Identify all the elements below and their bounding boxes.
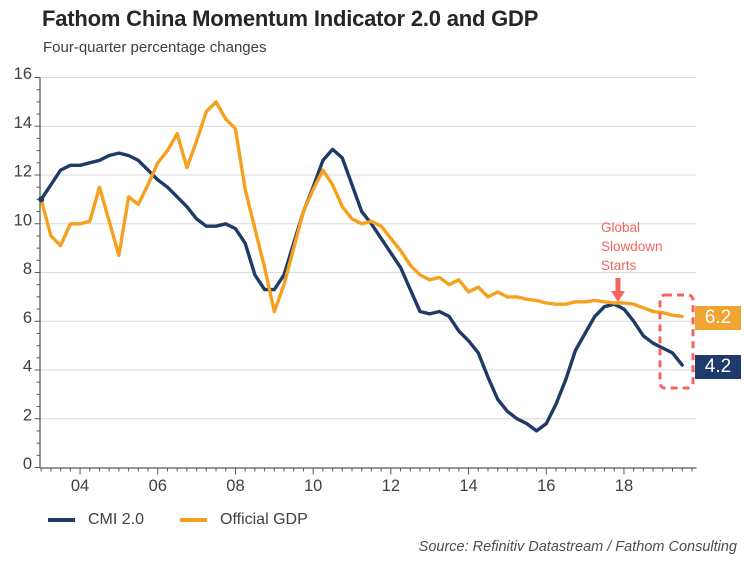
- legend-label-cmi: CMI 2.0: [88, 511, 145, 528]
- y-tick-label: 16: [14, 65, 32, 83]
- legend-item-gdp: Official GDP: [180, 511, 308, 529]
- x-tick-label: 14: [459, 477, 477, 495]
- x-tick-label: 06: [149, 477, 167, 495]
- cmi-end-value-badge: 4.2: [695, 355, 741, 379]
- series-start-dot: [38, 196, 45, 203]
- y-tick-label: 10: [14, 211, 32, 229]
- x-tick-label: 04: [71, 477, 89, 495]
- series-layer: [38, 100, 684, 433]
- y-tick-label: 8: [23, 260, 32, 278]
- x-tick-label: 18: [615, 477, 633, 495]
- y-tick-label: 12: [14, 163, 32, 181]
- legend-label-gdp: Official GDP: [220, 511, 308, 528]
- highlight-box: [658, 293, 695, 390]
- chart-subtitle: Four-quarter percentage changes: [43, 39, 267, 56]
- annotation-line: Slowdown: [601, 239, 663, 254]
- cmi-line: [39, 147, 684, 433]
- y-tick-label: 0: [23, 455, 32, 473]
- legend: CMI 2.0 Official GDP: [48, 511, 308, 529]
- y-tick-label: 6: [23, 309, 32, 327]
- y-tick-label: 14: [14, 114, 32, 132]
- x-tick-label: 08: [226, 477, 244, 495]
- x-tick-label: 10: [304, 477, 322, 495]
- source-attribution: Source: Refinitiv Datastream / Fathom Co…: [418, 539, 737, 555]
- cmi-line-swatch-icon: [48, 518, 75, 522]
- slowdown-arrow-icon: [611, 278, 625, 302]
- axes-layer: 16 14 12 10 8 6 4 2 0 04 06 08 10 12 14 16 18: [14, 65, 697, 495]
- annotation-line: Global: [601, 220, 641, 235]
- x-tick-label: 16: [537, 477, 555, 495]
- y-tick-label: 2: [23, 406, 32, 424]
- annotation-line: Starts: [601, 258, 637, 273]
- chart-title: Fathom China Momentum Indicator 2.0 and …: [42, 6, 539, 31]
- x-tick-label: 12: [382, 477, 400, 495]
- global-slowdown-annotation: Global Slowdown Starts: [601, 218, 663, 275]
- legend-item-cmi: CMI 2.0: [48, 511, 144, 529]
- y-tick-label: 4: [23, 358, 32, 376]
- gdp-line-swatch-icon: [180, 518, 208, 522]
- gdp-end-value-badge: 6.2: [695, 306, 741, 330]
- gdp-line: [39, 100, 684, 319]
